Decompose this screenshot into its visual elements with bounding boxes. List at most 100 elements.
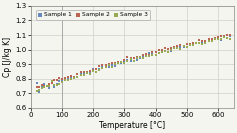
Sample 1 — [129, 60, 132, 62]
Sample 2 — [160, 49, 164, 51]
Sample 2 — [225, 34, 229, 36]
Sample 3 — [135, 57, 139, 59]
Sample 3 — [122, 62, 126, 64]
Sample 1 — [113, 65, 117, 67]
Sample 3 — [47, 85, 51, 88]
Sample 1 — [110, 64, 114, 66]
Sample 3 — [185, 46, 189, 48]
Sample 2 — [47, 83, 51, 86]
Sample 3 — [69, 78, 73, 80]
Sample 2 — [104, 64, 107, 66]
Sample 3 — [222, 36, 226, 38]
Sample 1 — [73, 76, 76, 78]
Sample 2 — [116, 61, 120, 63]
Sample 3 — [40, 87, 44, 89]
Sample 2 — [119, 61, 123, 63]
Sample 2 — [157, 49, 160, 51]
Sample 1 — [82, 72, 86, 74]
Sample 3 — [73, 77, 76, 79]
Sample 2 — [91, 69, 95, 71]
Sample 3 — [225, 37, 229, 39]
Sample 1 — [116, 61, 120, 63]
Sample 2 — [194, 42, 198, 44]
Sample 1 — [188, 43, 192, 46]
Sample 1 — [147, 52, 151, 54]
Sample 3 — [144, 55, 148, 57]
Sample 1 — [225, 34, 229, 36]
Sample 2 — [182, 45, 186, 47]
Sample 3 — [119, 61, 123, 63]
Sample 3 — [66, 78, 70, 81]
Sample 2 — [222, 35, 226, 37]
Sample 3 — [150, 54, 154, 56]
Sample 2 — [107, 63, 111, 65]
Sample 3 — [107, 64, 111, 66]
Sample 3 — [154, 53, 157, 56]
Sample 2 — [58, 77, 61, 79]
Sample 3 — [97, 68, 101, 71]
Sample 3 — [188, 44, 192, 46]
Sample 3 — [175, 47, 179, 49]
Sample 3 — [169, 49, 173, 51]
Sample 2 — [129, 57, 132, 59]
Legend: Sample 1, Sample 2, Sample 3: Sample 1, Sample 2, Sample 3 — [36, 10, 150, 20]
Sample 2 — [188, 43, 192, 45]
Sample 3 — [201, 43, 204, 45]
Sample 1 — [216, 38, 220, 40]
Sample 2 — [154, 51, 157, 54]
Sample 3 — [113, 63, 117, 65]
Sample 3 — [178, 48, 182, 50]
Sample 3 — [157, 52, 160, 54]
Sample 1 — [37, 91, 41, 93]
Sample 1 — [91, 68, 95, 70]
Sample 1 — [166, 50, 170, 53]
Sample 2 — [82, 71, 86, 73]
Sample 2 — [147, 54, 151, 56]
Sample 2 — [219, 35, 223, 38]
Sample 1 — [175, 45, 179, 47]
Sample 1 — [132, 57, 136, 59]
Sample 2 — [216, 36, 220, 38]
Sample 1 — [40, 85, 44, 87]
Sample 3 — [104, 66, 107, 68]
Sample 1 — [163, 50, 167, 53]
Sample 2 — [45, 84, 49, 87]
Sample 3 — [194, 42, 198, 44]
Sample 1 — [201, 41, 204, 43]
Sample 3 — [85, 72, 89, 74]
Sample 1 — [197, 42, 201, 44]
Sample 3 — [37, 89, 41, 91]
Sample 3 — [172, 47, 176, 49]
Sample 1 — [122, 61, 126, 63]
Sample 3 — [76, 76, 79, 78]
Sample 2 — [97, 65, 101, 67]
Sample 3 — [100, 67, 104, 69]
Sample 3 — [213, 38, 217, 40]
Sample 2 — [166, 48, 170, 50]
Sample 3 — [126, 60, 129, 62]
Sample 3 — [35, 90, 39, 92]
Sample 1 — [210, 39, 214, 41]
Sample 3 — [197, 42, 201, 44]
Sample 2 — [40, 84, 44, 86]
Sample 1 — [182, 46, 186, 48]
Sample 1 — [219, 39, 223, 41]
X-axis label: Temperature [°C]: Temperature [°C] — [99, 120, 165, 130]
Sample 1 — [157, 51, 160, 54]
Sample 2 — [169, 47, 173, 49]
Sample 1 — [45, 85, 49, 87]
Sample 2 — [197, 39, 201, 41]
Sample 3 — [207, 40, 210, 42]
Sample 2 — [126, 56, 129, 59]
Sample 3 — [50, 79, 54, 82]
Sample 1 — [85, 71, 89, 73]
Sample 2 — [42, 85, 46, 87]
Sample 1 — [194, 42, 198, 44]
Sample 3 — [166, 51, 170, 53]
Sample 3 — [219, 38, 223, 40]
Sample 3 — [216, 38, 220, 40]
Sample 1 — [135, 59, 139, 61]
Sample 2 — [63, 77, 67, 79]
Sample 2 — [88, 69, 92, 72]
Sample 1 — [144, 53, 148, 55]
